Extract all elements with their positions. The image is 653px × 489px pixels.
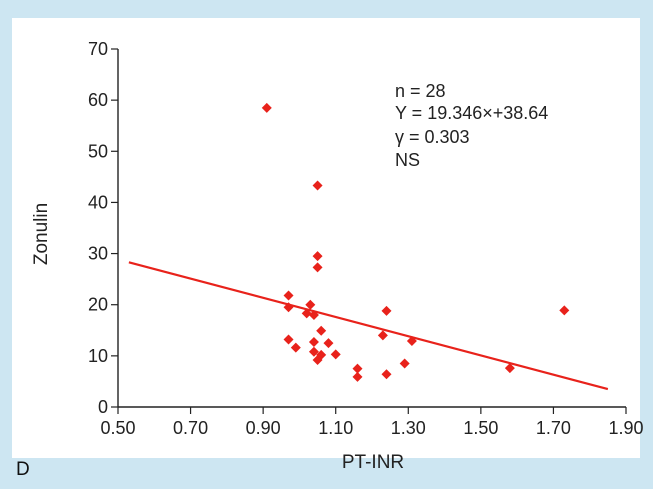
y-tick-label: 20	[88, 295, 108, 315]
data-point	[406, 336, 417, 347]
data-point	[323, 338, 334, 349]
y-tick-label: 70	[88, 39, 108, 59]
annotation-significance: NS	[395, 150, 420, 170]
data-point	[377, 330, 388, 341]
data-point	[352, 371, 363, 382]
panel-label: D	[16, 459, 30, 480]
data-point	[301, 308, 312, 319]
data-point	[261, 102, 272, 113]
points	[261, 102, 570, 382]
data-point	[316, 325, 327, 336]
data-point	[399, 358, 410, 369]
data-point	[312, 251, 323, 262]
data-point	[283, 334, 294, 345]
x-tick-label: 1.10	[318, 418, 353, 438]
labels: PT-INR Zonulin n = 28 Y = 19.346×+38.64 …	[31, 81, 548, 473]
x-tick-label: 1.90	[608, 418, 643, 438]
data-point	[352, 363, 363, 374]
y-tick-label: 0	[98, 397, 108, 417]
annotation-n: n = 28	[395, 81, 446, 101]
axes	[117, 49, 626, 408]
data-point	[504, 363, 515, 374]
x-tick-label: 1.70	[536, 418, 571, 438]
data-point	[290, 342, 301, 353]
x-tick-label: 0.90	[246, 418, 281, 438]
data-point	[330, 349, 341, 360]
annotation-gamma: γ = 0.303	[395, 127, 470, 147]
data-point	[305, 299, 316, 310]
data-point	[308, 309, 319, 320]
y-tick-label: 40	[88, 192, 108, 212]
data-point	[312, 180, 323, 191]
data-point	[283, 290, 294, 301]
data-point	[308, 337, 319, 348]
x-tick-label: 1.50	[463, 418, 498, 438]
x-axis-title: PT-INR	[342, 452, 404, 473]
data-point	[283, 302, 294, 313]
y-axis-title: Zonulin	[31, 203, 52, 265]
x-tick-label: 0.70	[173, 418, 208, 438]
plot-panel	[12, 18, 640, 458]
data-point	[308, 346, 319, 357]
regression-line	[128, 261, 609, 391]
y-tick-label: 30	[88, 244, 108, 264]
data-point	[381, 305, 392, 316]
y-tick-label: 60	[88, 90, 108, 110]
data-point	[312, 262, 323, 273]
y-tick-label: 50	[88, 141, 108, 161]
data-point	[381, 369, 392, 380]
x-tick-label: 1.30	[391, 418, 426, 438]
x-tick-label: 0.50	[100, 418, 135, 438]
ticks: 0.50 0.70 0.90 1.10 1.30 1.50 1.70 1.90 0 10 20 30 4…	[88, 39, 644, 438]
annotation-equation: Y = 19.346×+38.64	[395, 103, 548, 123]
data-point	[559, 305, 570, 316]
regression-line-group	[128, 261, 609, 391]
y-tick-label: 10	[88, 346, 108, 366]
data-point	[316, 349, 327, 360]
